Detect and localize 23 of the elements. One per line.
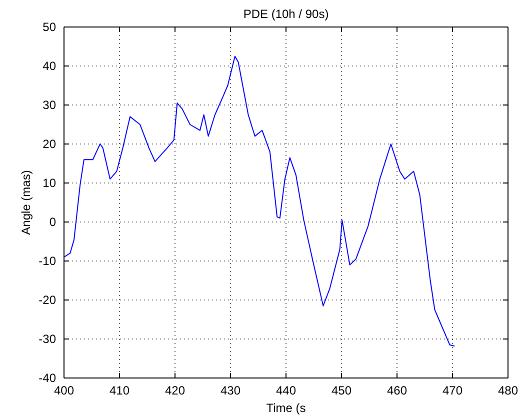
y-tick-label: -20 — [38, 292, 56, 307]
y-tick-label: 0 — [49, 214, 56, 229]
y-axis-title: Angle (mas) — [19, 170, 33, 235]
y-tick-label: -40 — [38, 370, 56, 385]
chart-title: PDE (10h / 90s) — [243, 7, 329, 21]
y-tick-label: 30 — [42, 98, 56, 112]
y-tick-label: 40 — [42, 58, 56, 73]
y-tick-label: 10 — [42, 176, 56, 190]
y-tick-label: -30 — [38, 332, 56, 346]
x-tick-label: 400 — [54, 384, 74, 398]
y-tick-label: 20 — [42, 136, 56, 151]
x-axis-title: Time (s — [266, 401, 306, 415]
y-tick-label: -10 — [38, 254, 56, 268]
line-series — [64, 56, 455, 347]
x-tick-label: 410 — [109, 384, 130, 398]
x-tick-label: 450 — [331, 384, 352, 398]
x-tick-label: 470 — [442, 384, 463, 398]
y-tick-label: 50 — [42, 20, 56, 34]
x-tick-label: 430 — [220, 384, 241, 398]
x-tick-label: 480 — [498, 384, 518, 398]
x-tick-label: 460 — [386, 384, 408, 398]
x-tick-label: 440 — [276, 384, 296, 398]
x-tick-label: 420 — [164, 384, 186, 398]
